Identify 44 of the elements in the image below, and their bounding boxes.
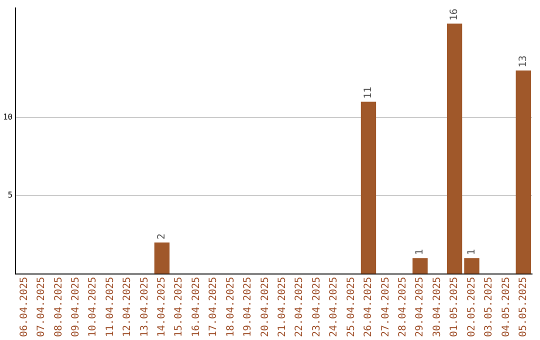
x-tick-label: 23.04.2025 <box>311 276 322 338</box>
x-tick-label: 06.04.2025 <box>18 276 30 338</box>
bar <box>446 24 462 274</box>
x-tick-label: 25.04.2025 <box>346 276 357 338</box>
x-tick-label: 28.04.2025 <box>398 276 408 338</box>
bar <box>360 102 376 274</box>
y-tick-label: 10 <box>2 112 13 122</box>
x-tick-label: 03.05.2025 <box>484 276 495 338</box>
x-tick-label: 07.04.2025 <box>36 276 48 338</box>
x-tick-label: 22.04.2025 <box>294 276 306 338</box>
x-tick-label: 14.04.2025 <box>156 276 168 338</box>
data-label: 16 <box>449 8 460 21</box>
x-tick-label: 29.04.2025 <box>414 276 426 338</box>
x-tick-label: 12.04.2025 <box>122 276 134 338</box>
x-tick-label: 21.04.2025 <box>277 276 288 338</box>
x-tick-label: 04.05.2025 <box>500 276 512 338</box>
bar <box>154 242 170 274</box>
data-label: 1 <box>414 249 426 256</box>
x-tick-label: 16.04.2025 <box>190 276 202 338</box>
bar <box>464 258 480 274</box>
x-tick-label: 11.04.2025 <box>104 276 116 338</box>
x-tick-label: 26.04.2025 <box>363 276 374 338</box>
x-tick-label: 05.05.2025 <box>518 276 529 338</box>
data-label: 13 <box>518 55 529 68</box>
x-tick-label: 17.04.2025 <box>208 276 220 338</box>
data-label: 1 <box>466 249 478 256</box>
data-label: 2 <box>156 233 168 240</box>
x-tick-label: 02.05.2025 <box>466 276 478 338</box>
x-tick-label: 27.04.2025 <box>380 276 392 338</box>
x-tick-label: 18.04.2025 <box>225 276 236 338</box>
data-label: 11 <box>363 86 374 99</box>
bar <box>412 258 428 274</box>
x-tick-label: 13.04.2025 <box>139 276 150 338</box>
x-tick-label: 30.04.2025 <box>432 276 443 338</box>
x-tick-label: 20.04.2025 <box>260 276 271 338</box>
x-tick-label: 15.04.2025 <box>174 276 185 338</box>
x-tick-label: 09.04.2025 <box>70 276 82 338</box>
x-tick-label: 08.04.2025 <box>53 276 64 338</box>
bar <box>516 70 531 274</box>
x-tick-label: 24.04.2025 <box>328 276 340 338</box>
x-tick-label: 01.05.2025 <box>449 276 460 338</box>
x-tick-label: 10.04.2025 <box>88 276 99 338</box>
y-tick-label: 5 <box>8 190 13 200</box>
x-tick-label: 19.04.2025 <box>242 276 254 338</box>
